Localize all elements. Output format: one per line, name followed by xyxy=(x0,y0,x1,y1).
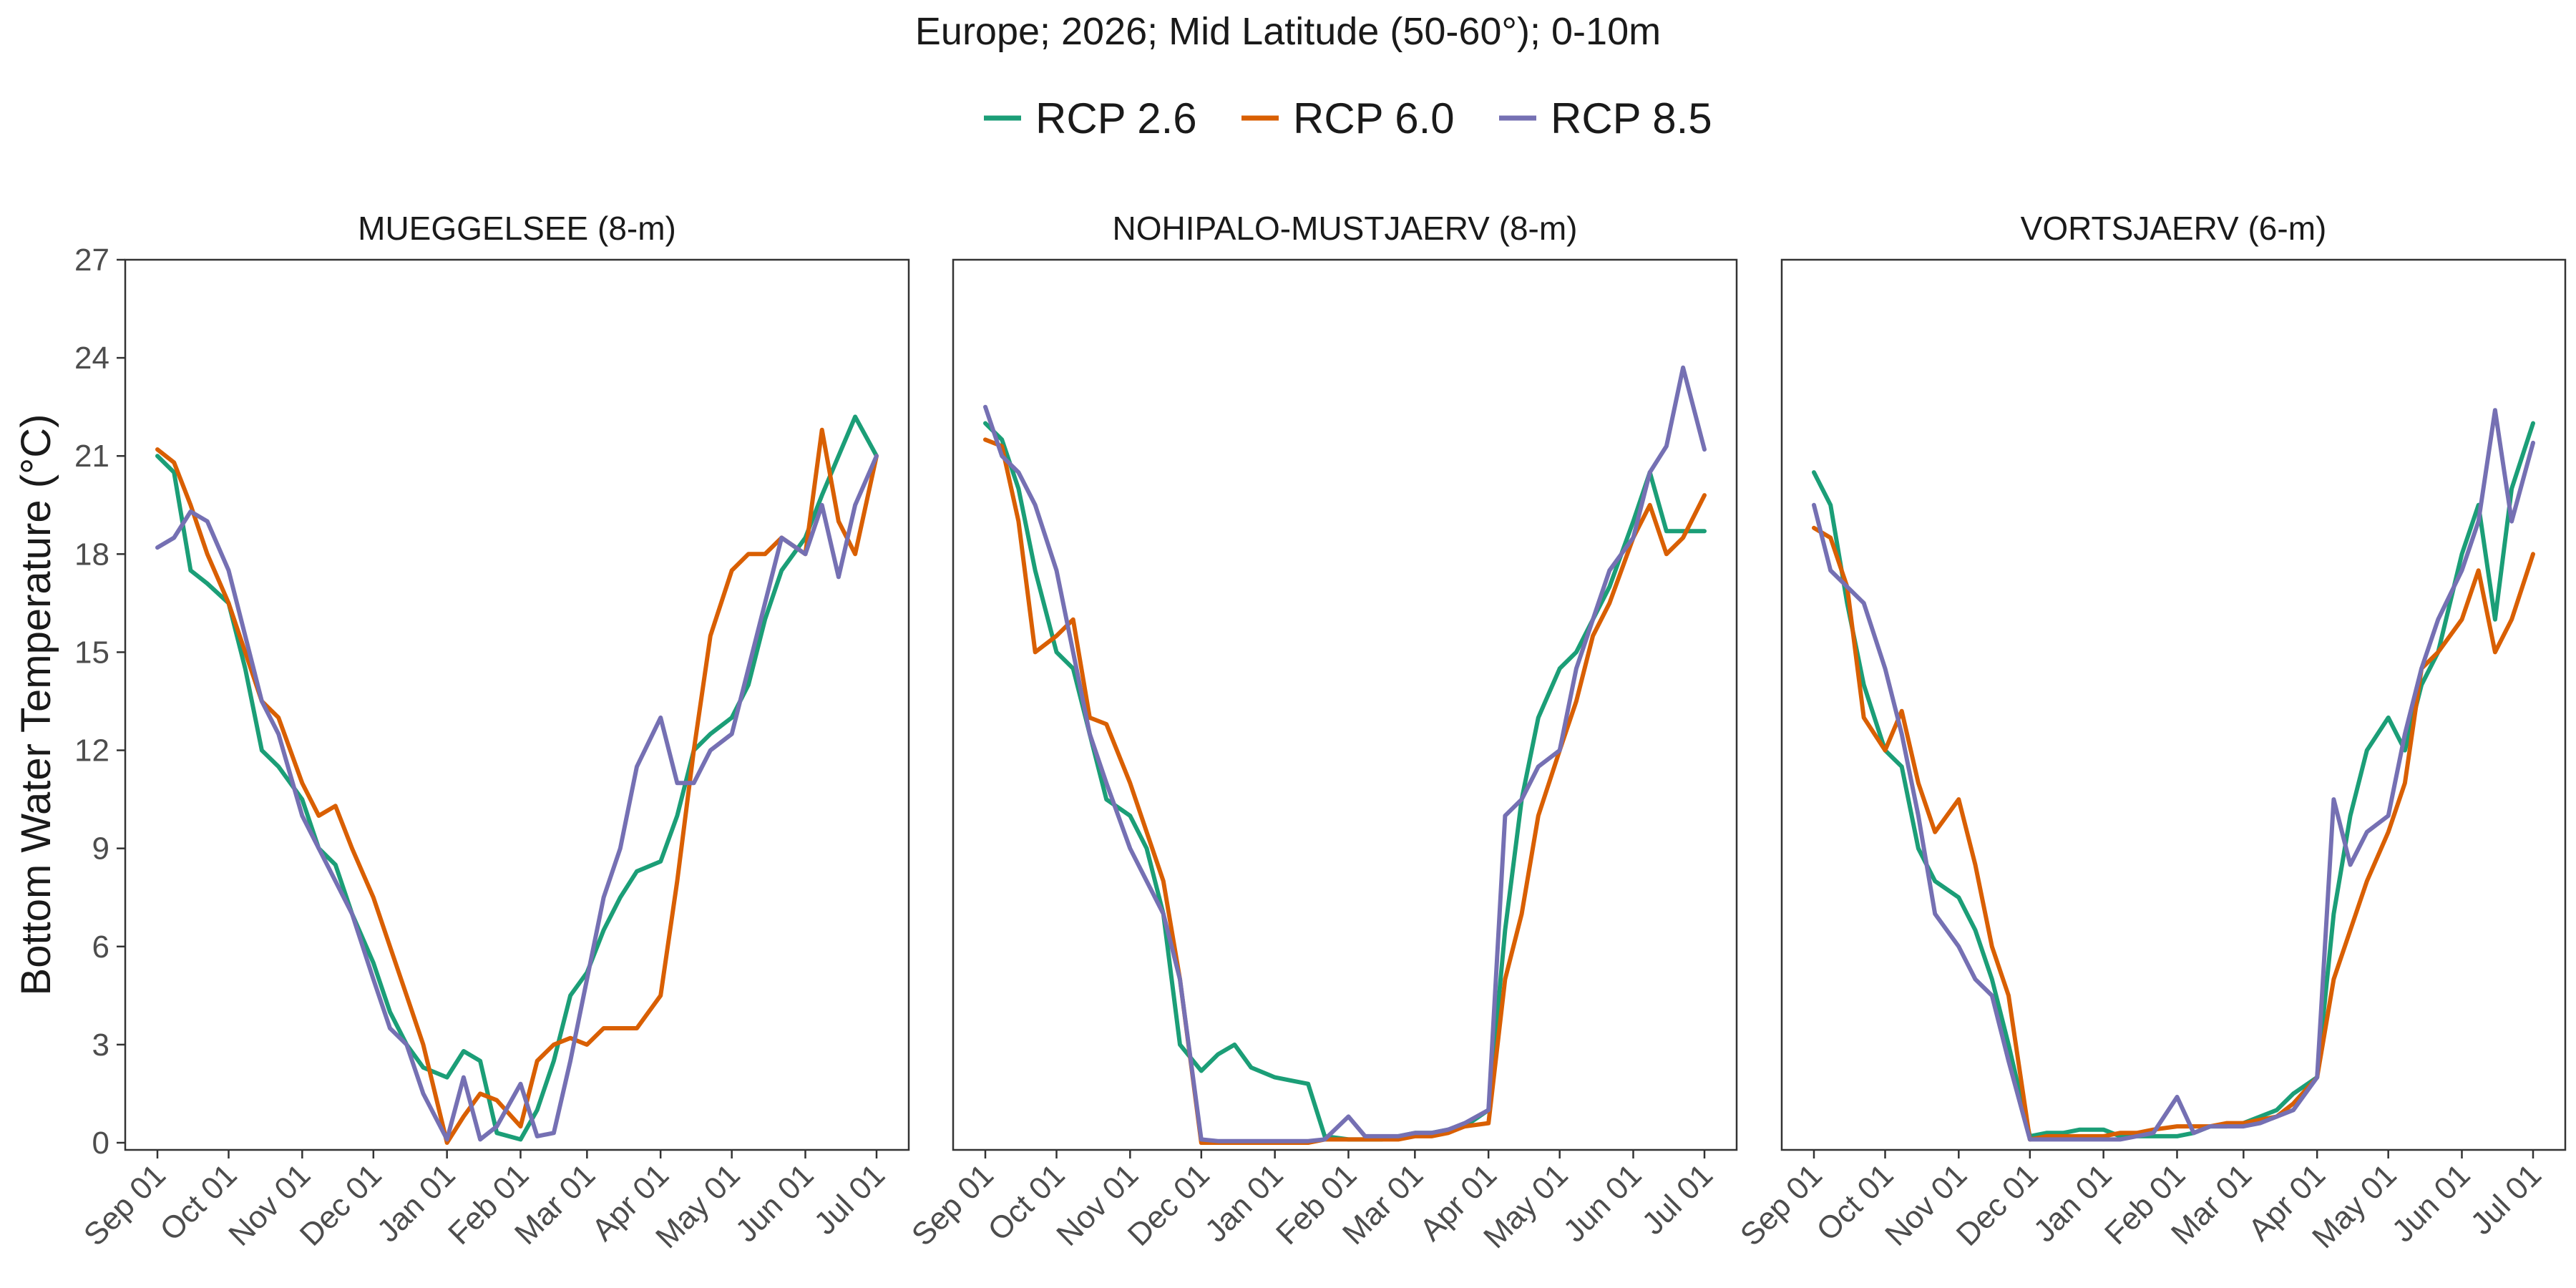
x-tick-label: Jan 01 xyxy=(1199,1157,1290,1249)
x-tick-label: Sep 01 xyxy=(77,1157,172,1252)
y-tick-label: 0 xyxy=(92,1126,109,1161)
panel-frame xyxy=(952,258,1738,1151)
legend-label: RCP 8.5 xyxy=(1551,94,1712,142)
x-tick-label: Jun 01 xyxy=(2386,1157,2477,1249)
x-tick-label: Sep 01 xyxy=(1734,1157,1829,1252)
y-tick-label: 9 xyxy=(92,831,109,867)
legend-label: RCP 2.6 xyxy=(1035,94,1197,142)
series-line-rcp-8-5 xyxy=(155,454,879,1142)
x-tick-label: Dec 01 xyxy=(1950,1157,2045,1252)
y-tick-label: 6 xyxy=(92,930,109,965)
y-tick-label: 21 xyxy=(74,439,109,474)
panel-frame xyxy=(124,258,910,1151)
series-line-rcp-8-5 xyxy=(1812,408,2535,1142)
series-line-rcp-2-6 xyxy=(983,421,1707,1142)
y-tick-label: 18 xyxy=(74,537,109,572)
x-tick-label: Jul 01 xyxy=(1635,1157,1719,1241)
y-tick-label: 27 xyxy=(74,243,109,278)
x-tick-label: Jul 01 xyxy=(807,1157,892,1241)
x-tick-label: Jul 01 xyxy=(2464,1157,2548,1241)
x-tick-label: Jan 01 xyxy=(2027,1157,2119,1249)
legend: RCP 2.6 RCP 6.0 RCP 8.5 xyxy=(984,94,1712,142)
panel-title: MUEGGELSEE (8-m) xyxy=(358,210,676,247)
series-line-rcp-8-5 xyxy=(983,365,1707,1143)
panel-frame xyxy=(1780,258,2567,1151)
x-tick-label: Dec 01 xyxy=(293,1157,389,1252)
y-axis-label: Bottom Water Temperature (°C) xyxy=(13,414,59,996)
series-line-rcp-6-0 xyxy=(983,437,1707,1145)
y-tick-label: 3 xyxy=(92,1028,109,1063)
x-tick-label: Jun 01 xyxy=(1557,1157,1649,1249)
y-tick-label: 24 xyxy=(74,341,109,376)
y-tick-label: 12 xyxy=(74,733,109,769)
series-line-rcp-2-6 xyxy=(155,414,879,1142)
x-tick-label: Dec 01 xyxy=(1121,1157,1216,1252)
legend-label: RCP 6.0 xyxy=(1293,94,1455,142)
series-line-rcp-6-0 xyxy=(1812,525,2535,1142)
y-tick-label: 15 xyxy=(74,635,109,670)
panel-title: VORTSJAERV (6-m) xyxy=(2021,210,2327,247)
chart-title: Europe; 2026; Mid Latitude (50-60°); 0-1… xyxy=(915,10,1661,53)
x-tick-label: Jun 01 xyxy=(729,1157,821,1249)
x-tick-label: Jan 01 xyxy=(371,1157,462,1249)
panel-title: NOHIPALO-MUSTJAERV (8-m) xyxy=(1112,210,1577,247)
x-tick-label: Sep 01 xyxy=(905,1157,1000,1252)
series-line-rcp-6-0 xyxy=(155,427,879,1145)
series-line-rcp-2-6 xyxy=(1812,421,2535,1138)
